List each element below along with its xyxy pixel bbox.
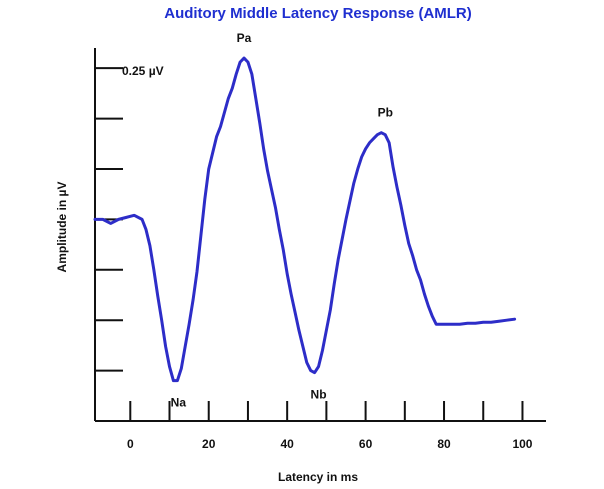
x-tick-label: 0 — [127, 437, 134, 451]
x-tick-label: 20 — [202, 437, 216, 451]
scale-label: 0.25 µV — [122, 64, 164, 78]
peak-label-pa: Pa — [237, 31, 252, 45]
peak-labels: Na Pa Nb Pb — [171, 31, 393, 410]
y-axis-label: Amplitude in µV — [55, 182, 69, 273]
x-tick-label: 80 — [437, 437, 451, 451]
amlr-waveform-line — [93, 56, 517, 383]
x-axis-tick-labels: 0 20 40 60 80 100 — [127, 437, 533, 451]
y-axis — [94, 48, 123, 421]
x-axis-ticks — [129, 401, 524, 421]
peak-label-na: Na — [171, 396, 187, 410]
x-tick-label: 100 — [512, 437, 532, 451]
x-tick-label: 40 — [280, 437, 294, 451]
peak-label-nb: Nb — [311, 388, 327, 402]
x-tick-label: 60 — [359, 437, 373, 451]
x-axis: 0 20 40 60 80 100 — [95, 401, 546, 451]
x-axis-label: Latency in ms — [278, 470, 358, 484]
peak-label-pb: Pb — [378, 106, 393, 120]
chart-title: Auditory Middle Latency Response (AMLR) — [164, 5, 472, 22]
